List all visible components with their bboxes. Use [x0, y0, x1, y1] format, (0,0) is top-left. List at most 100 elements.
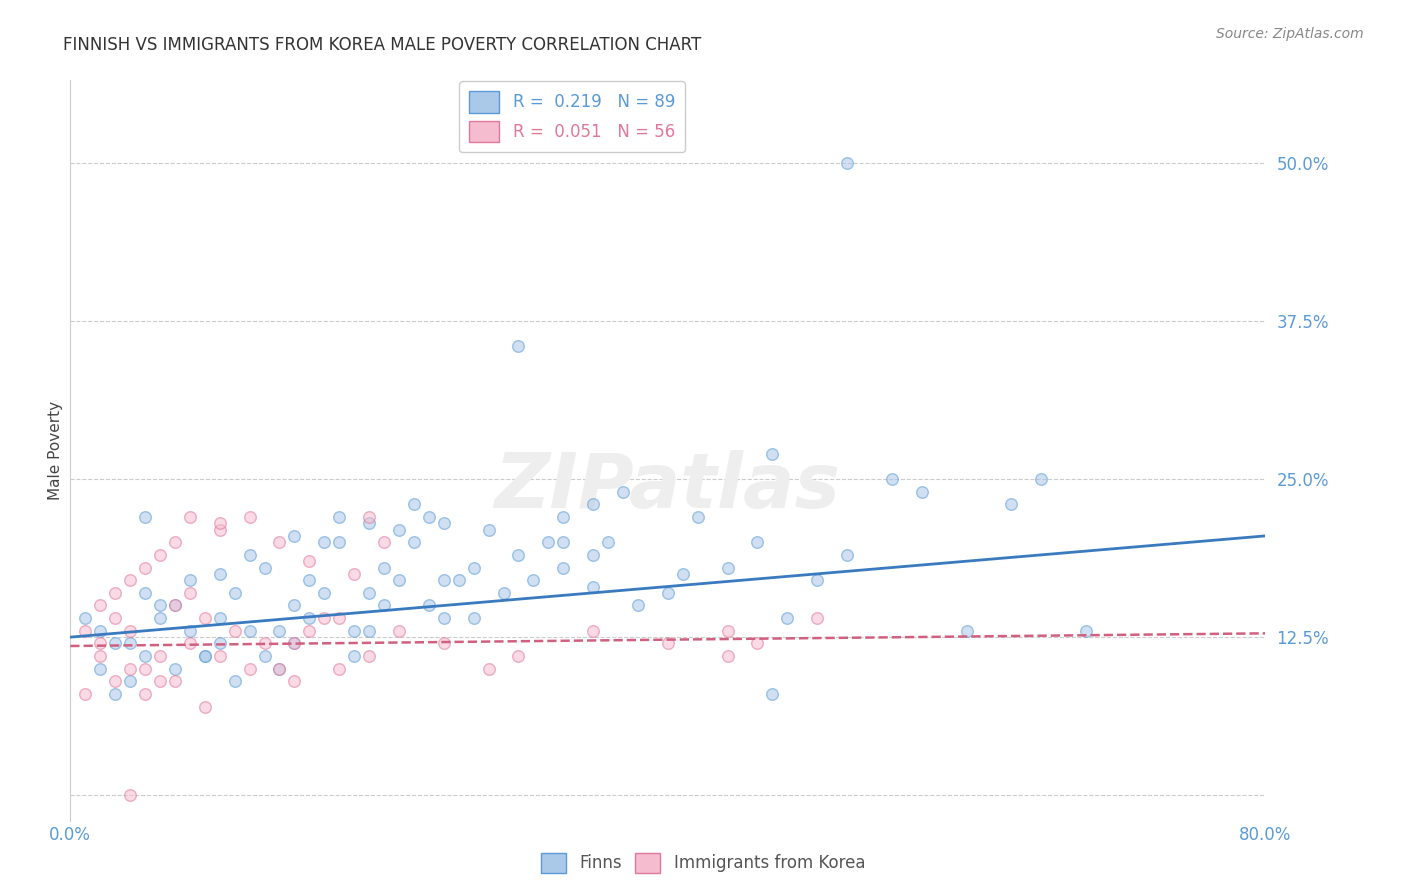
- Point: [89, 649, 111, 664]
- Point: [104, 611, 127, 625]
- Point: [433, 636, 456, 650]
- Point: [239, 509, 262, 524]
- Point: [314, 586, 336, 600]
- Point: [269, 624, 291, 638]
- Point: [463, 560, 485, 574]
- Point: [224, 674, 246, 689]
- Point: [492, 586, 515, 600]
- Point: [582, 497, 605, 511]
- Point: [134, 687, 156, 701]
- Point: [120, 674, 141, 689]
- Point: [134, 662, 156, 676]
- Point: [717, 560, 740, 574]
- Point: [402, 497, 425, 511]
- Point: [553, 560, 575, 574]
- Text: Source: ZipAtlas.com: Source: ZipAtlas.com: [1216, 27, 1364, 41]
- Point: [359, 516, 381, 531]
- Point: [373, 535, 395, 549]
- Point: [717, 649, 740, 664]
- Point: [508, 339, 530, 353]
- Point: [104, 636, 127, 650]
- Point: [806, 573, 828, 587]
- Point: [672, 566, 695, 581]
- Point: [283, 674, 305, 689]
- Point: [373, 560, 395, 574]
- Point: [208, 523, 231, 537]
- Point: [149, 674, 172, 689]
- Point: [582, 548, 605, 562]
- Point: [598, 535, 620, 549]
- Point: [418, 599, 440, 613]
- Text: FINNISH VS IMMIGRANTS FROM KOREA MALE POVERTY CORRELATION CHART: FINNISH VS IMMIGRANTS FROM KOREA MALE PO…: [63, 36, 702, 54]
- Point: [89, 624, 111, 638]
- Point: [761, 687, 783, 701]
- Point: [208, 516, 231, 531]
- Point: [612, 484, 634, 499]
- Point: [253, 560, 276, 574]
- Point: [194, 611, 217, 625]
- Point: [179, 636, 201, 650]
- Point: [194, 649, 217, 664]
- Point: [388, 624, 411, 638]
- Point: [343, 566, 366, 581]
- Point: [1031, 472, 1053, 486]
- Point: [224, 586, 246, 600]
- Point: [298, 624, 321, 638]
- Point: [508, 649, 530, 664]
- Point: [89, 599, 111, 613]
- Point: [104, 586, 127, 600]
- Point: [433, 611, 456, 625]
- Point: [104, 687, 127, 701]
- Point: [208, 611, 231, 625]
- Point: [537, 535, 560, 549]
- Point: [224, 624, 246, 638]
- Point: [298, 573, 321, 587]
- Point: [359, 649, 381, 664]
- Point: [837, 155, 859, 169]
- Point: [253, 649, 276, 664]
- Text: ZIPatlas: ZIPatlas: [495, 450, 841, 524]
- Point: [359, 624, 381, 638]
- Point: [298, 611, 321, 625]
- Point: [208, 649, 231, 664]
- Point: [522, 573, 544, 587]
- Point: [163, 662, 186, 676]
- Point: [283, 636, 305, 650]
- Legend: Finns, Immigrants from Korea: Finns, Immigrants from Korea: [534, 847, 872, 880]
- Point: [134, 649, 156, 664]
- Point: [582, 624, 605, 638]
- Point: [388, 573, 411, 587]
- Point: [553, 535, 575, 549]
- Point: [328, 509, 350, 524]
- Point: [837, 548, 859, 562]
- Point: [120, 573, 141, 587]
- Point: [149, 649, 172, 664]
- Point: [283, 636, 305, 650]
- Point: [239, 548, 262, 562]
- Point: [806, 611, 828, 625]
- Point: [447, 573, 470, 587]
- Point: [75, 611, 97, 625]
- Point: [478, 523, 501, 537]
- Point: [120, 662, 141, 676]
- Point: [120, 624, 141, 638]
- Point: [359, 586, 381, 600]
- Point: [239, 624, 262, 638]
- Point: [179, 573, 201, 587]
- Point: [463, 611, 485, 625]
- Point: [747, 636, 769, 650]
- Point: [120, 789, 141, 803]
- Point: [75, 687, 97, 701]
- Point: [163, 674, 186, 689]
- Point: [418, 509, 440, 524]
- Point: [134, 509, 156, 524]
- Point: [359, 509, 381, 524]
- Point: [283, 599, 305, 613]
- Point: [328, 611, 350, 625]
- Point: [253, 636, 276, 650]
- Point: [627, 599, 650, 613]
- Point: [269, 662, 291, 676]
- Point: [686, 509, 709, 524]
- Point: [89, 636, 111, 650]
- Point: [89, 662, 111, 676]
